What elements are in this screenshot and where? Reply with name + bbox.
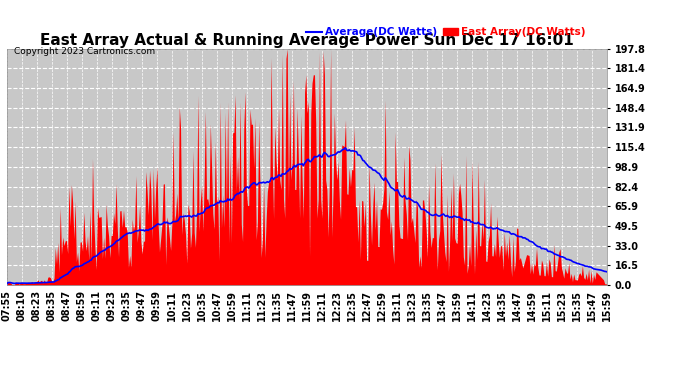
Legend: Average(DC Watts), East Array(DC Watts): Average(DC Watts), East Array(DC Watts)	[302, 23, 590, 42]
Title: East Array Actual & Running Average Power Sun Dec 17 16:01: East Array Actual & Running Average Powe…	[40, 33, 574, 48]
Text: Copyright 2023 Cartronics.com: Copyright 2023 Cartronics.com	[14, 47, 155, 56]
